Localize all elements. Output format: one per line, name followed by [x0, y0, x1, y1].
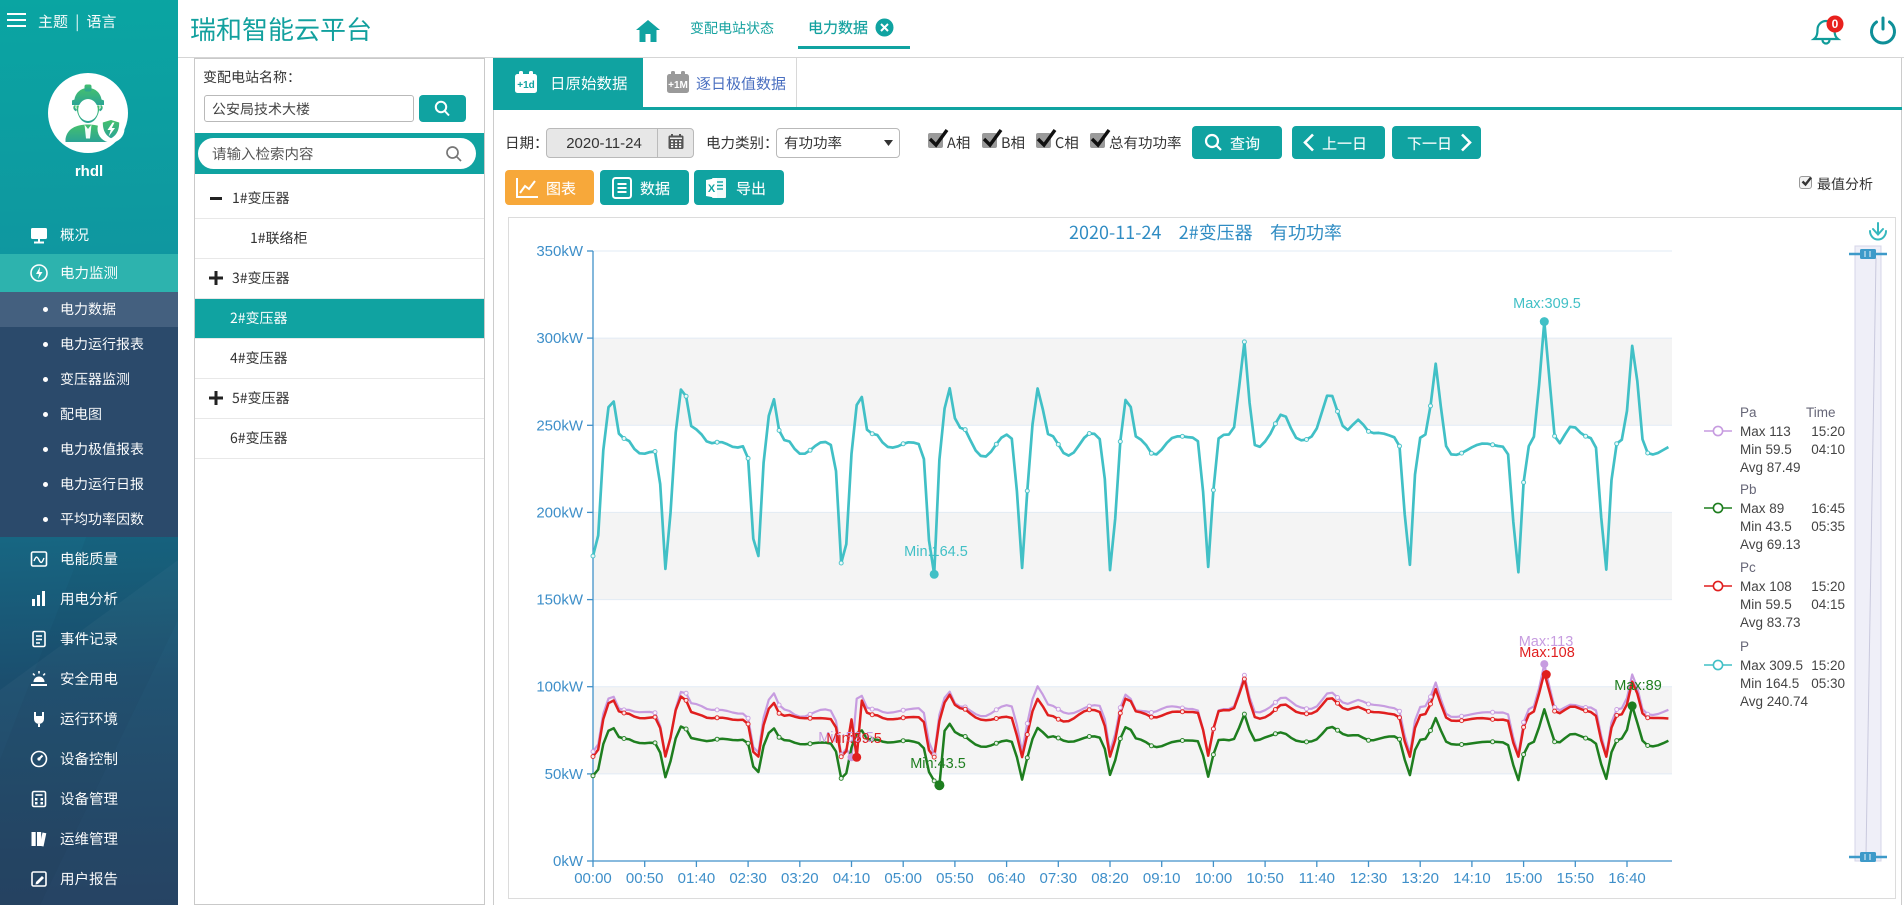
svg-text:05:35: 05:35 [1811, 519, 1845, 534]
svg-text:Avg 240.74: Avg 240.74 [1740, 694, 1809, 709]
svg-text:11:40: 11:40 [1299, 870, 1335, 887]
svg-text:15:20: 15:20 [1811, 658, 1845, 673]
svg-text:01:40: 01:40 [678, 870, 716, 887]
svg-text:04:10: 04:10 [1811, 442, 1845, 457]
svg-text:12:30: 12:30 [1350, 870, 1388, 887]
svg-text:Max:108: Max:108 [1519, 645, 1575, 661]
svg-text:09:10: 09:10 [1143, 870, 1181, 887]
svg-text:X: X [708, 183, 716, 195]
svg-text:05:30: 05:30 [1811, 676, 1845, 691]
svg-text:00:00: 00:00 [574, 870, 612, 887]
svg-text:03:20: 03:20 [781, 870, 819, 887]
svg-text:Max 108: Max 108 [1740, 579, 1792, 594]
svg-text:05:00: 05:00 [884, 870, 922, 887]
svg-text:250kW: 250kW [536, 417, 584, 434]
svg-text:Min 59.5: Min 59.5 [1740, 442, 1792, 457]
svg-text:08:20: 08:20 [1091, 870, 1129, 887]
svg-text:07:30: 07:30 [1040, 870, 1078, 887]
svg-text:04:15: 04:15 [1811, 597, 1845, 612]
svg-text:10:50: 10:50 [1246, 870, 1284, 887]
svg-text:150kW: 150kW [536, 592, 584, 609]
svg-text:Avg 87.49: Avg 87.49 [1740, 460, 1801, 475]
svg-text:10:00: 10:00 [1195, 870, 1233, 887]
svg-text:06:40: 06:40 [988, 870, 1026, 887]
svg-text:Max:113: Max:113 [1519, 634, 1574, 650]
svg-text:Pa: Pa [1740, 405, 1757, 420]
svg-text:16:40: 16:40 [1608, 870, 1646, 887]
svg-text:Max:89: Max:89 [1614, 678, 1662, 694]
svg-text:15:00: 15:00 [1505, 870, 1543, 887]
svg-text:Time: Time [1806, 405, 1836, 420]
svg-text:05:50: 05:50 [936, 870, 974, 887]
svg-text:Min 59.5: Min 59.5 [1740, 597, 1792, 612]
svg-text:13:20: 13:20 [1401, 870, 1439, 887]
svg-text:00:50: 00:50 [626, 870, 664, 887]
svg-text:16:45: 16:45 [1811, 501, 1845, 516]
svg-text:Min:59.5: Min:59.5 [826, 731, 882, 747]
svg-text:350kW: 350kW [536, 243, 584, 260]
svg-text:Avg 83.73: Avg 83.73 [1740, 615, 1801, 630]
svg-text:Min:164.5: Min:164.5 [904, 544, 968, 560]
svg-text:Avg 69.13: Avg 69.13 [1740, 537, 1801, 552]
svg-text:50kW: 50kW [545, 766, 584, 783]
svg-text:0kW: 0kW [553, 853, 584, 870]
svg-text:Min 164.5: Min 164.5 [1740, 676, 1799, 691]
svg-text:Max 113: Max 113 [1740, 424, 1791, 439]
svg-text:Min:43.5: Min:43.5 [910, 756, 966, 772]
svg-text:+1M: +1M [668, 80, 688, 91]
svg-text:15:20: 15:20 [1811, 424, 1845, 439]
svg-text:Min 43.5: Min 43.5 [1740, 519, 1792, 534]
svg-text:Max:309.5: Max:309.5 [1513, 296, 1581, 312]
svg-text:14:10: 14:10 [1453, 870, 1491, 887]
svg-text:+1d: +1d [517, 80, 535, 91]
svg-text:04:10: 04:10 [833, 870, 871, 887]
svg-text:15:50: 15:50 [1557, 870, 1595, 887]
svg-text:P: P [1740, 639, 1749, 654]
svg-text:100kW: 100kW [536, 679, 584, 696]
svg-text:0: 0 [1832, 17, 1839, 31]
svg-text:02:30: 02:30 [729, 870, 767, 887]
svg-text:200kW: 200kW [536, 504, 584, 521]
svg-text:Pc: Pc [1740, 560, 1756, 575]
svg-text:300kW: 300kW [536, 330, 584, 347]
svg-text:Pb: Pb [1740, 482, 1757, 497]
svg-text:Max 89: Max 89 [1740, 501, 1784, 516]
svg-text:Min:59.5: Min:59.5 [818, 730, 874, 746]
svg-text:Max 309.5: Max 309.5 [1740, 658, 1803, 673]
svg-text:15:20: 15:20 [1811, 579, 1845, 594]
